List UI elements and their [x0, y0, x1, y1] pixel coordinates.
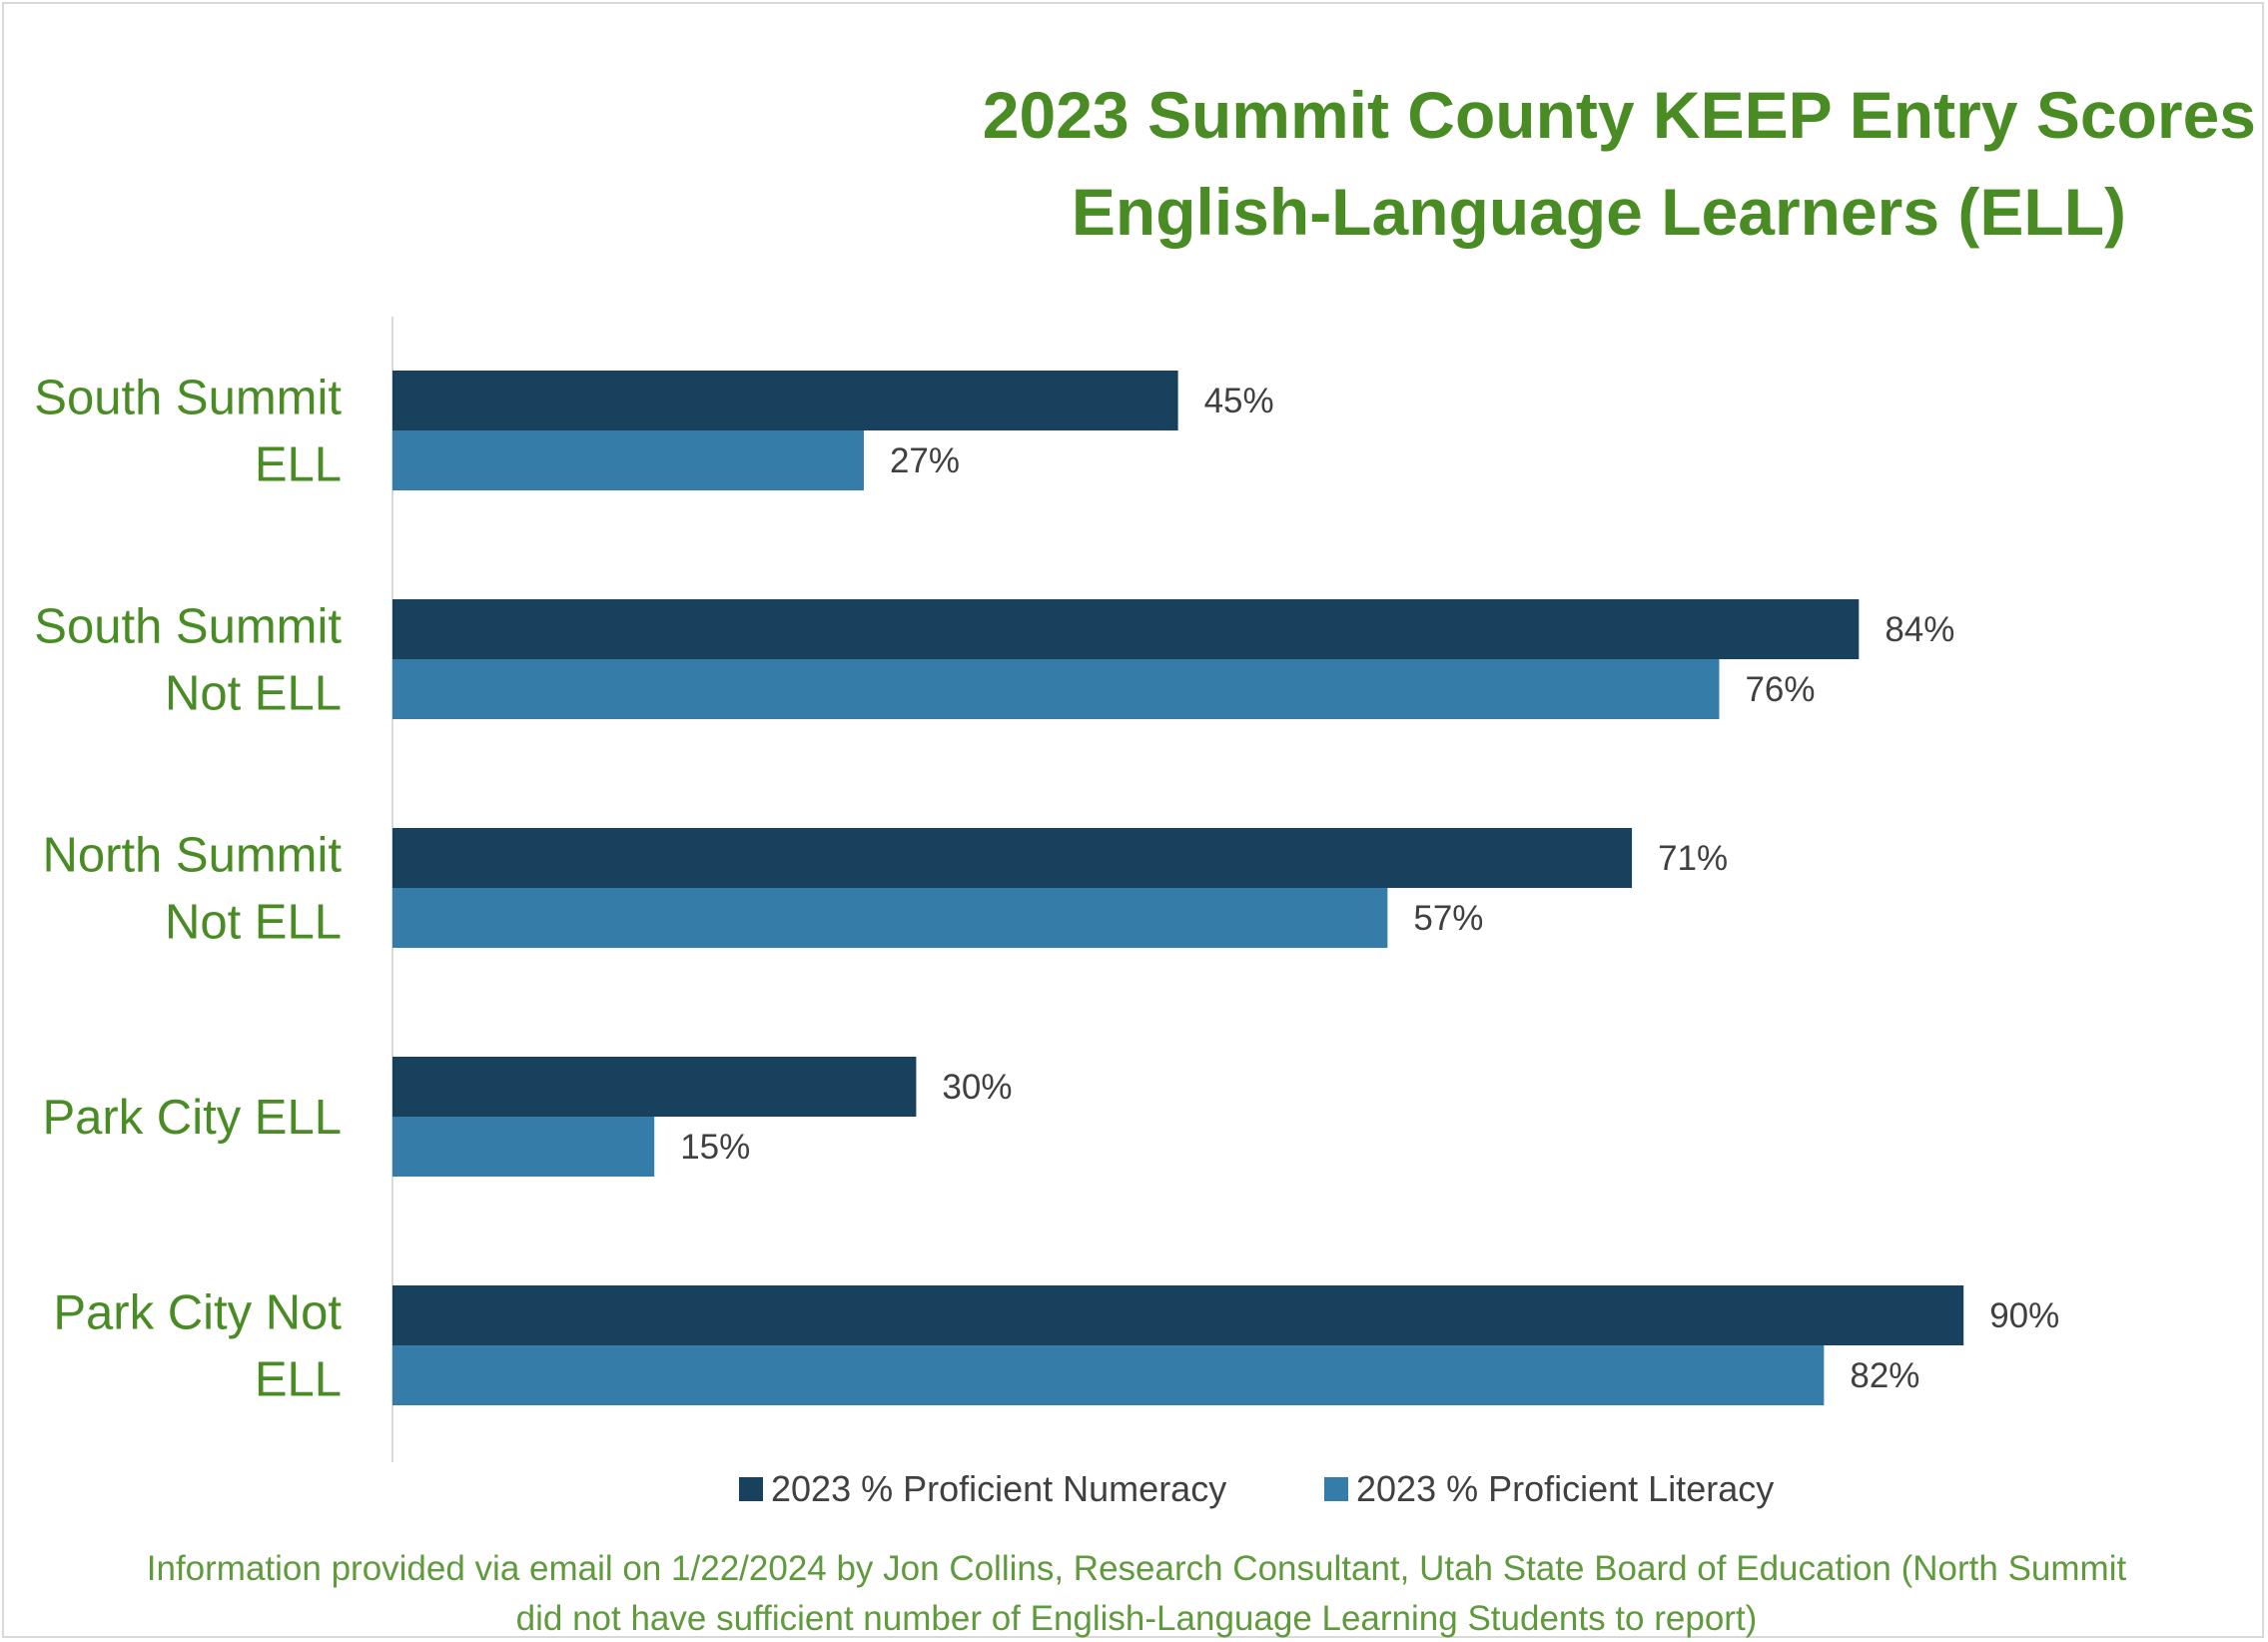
data-label: 90%: [1989, 1296, 2059, 1335]
data-label: 45%: [1204, 382, 1274, 420]
data-label: 15%: [680, 1128, 750, 1167]
category-label: North Summit: [42, 829, 342, 883]
literacy-bar: [392, 1117, 655, 1177]
legend-swatch: [739, 1477, 763, 1501]
legend-label: 2023 % Proficient Literacy: [1356, 1468, 1774, 1509]
data-label: 27%: [890, 441, 960, 480]
data-label: 30%: [942, 1068, 1012, 1107]
literacy-bar: [392, 1345, 1825, 1405]
bar-chart: 2023 Summit County KEEP Entry Scores Engl…: [34, 78, 2256, 1638]
category-label: Not ELL: [165, 667, 342, 721]
category-label: South Summit: [34, 600, 342, 654]
literacy-bar: [392, 430, 864, 490]
data-label: 84%: [1885, 610, 1954, 649]
numeracy-bar: [392, 1057, 917, 1117]
category-label: Not ELL: [165, 896, 342, 950]
chart-title: 2023 Summit County KEEP Entry Scores: [983, 78, 2256, 152]
footnote-line: did not have sufficient number of Englis…: [516, 1599, 1758, 1638]
data-label: 71%: [1658, 839, 1728, 878]
numeracy-bar: [392, 599, 1860, 659]
footnote-line: Information provided via email on 1/22/2…: [147, 1549, 2127, 1588]
data-label: 57%: [1413, 899, 1483, 938]
category-label: Park City ELL: [42, 1091, 342, 1145]
chart-subtitle: English-Language Learners (ELL): [1072, 175, 2126, 249]
category-label: Park City Not: [53, 1286, 342, 1340]
numeracy-bar: [392, 828, 1633, 888]
numeracy-bar: [392, 371, 1178, 430]
literacy-bar: [392, 888, 1388, 948]
category-label: ELL: [255, 438, 342, 492]
legend-label: 2023 % Proficient Numeracy: [771, 1468, 1226, 1509]
category-label: South Summit: [34, 372, 342, 425]
data-label: 82%: [1850, 1356, 1919, 1395]
data-label: 76%: [1745, 670, 1815, 709]
category-label: ELL: [255, 1353, 342, 1407]
legend-swatch: [1324, 1477, 1348, 1501]
literacy-bar: [392, 659, 1720, 719]
numeracy-bar: [392, 1285, 1964, 1345]
